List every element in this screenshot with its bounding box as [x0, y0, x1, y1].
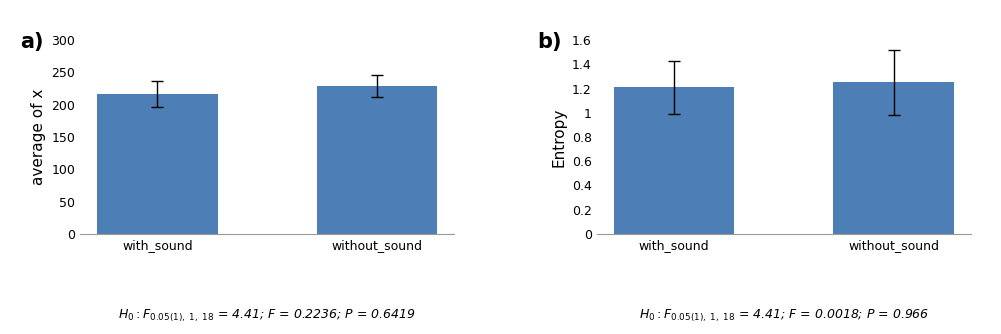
Bar: [97, 94, 218, 234]
Text: $\mathit{H}_0$$\mathit{: F}_{0.05(1),\ 1,\ 18}$ = 4.41; F = 0.0018; $\mathit{P}$: $\mathit{H}_0$$\mathit{: F}_{0.05(1),\ 1…: [639, 308, 929, 324]
Text: $\mathit{H}_0$$\mathit{: F}_{0.05(1),\ 1,\ 18}$ = 4.41; F = 0.2236; $\mathit{P}$: $\mathit{H}_0$$\mathit{: F}_{0.05(1),\ 1…: [118, 308, 416, 324]
Bar: [614, 87, 735, 234]
Text: a): a): [20, 32, 44, 52]
Bar: [833, 82, 954, 234]
Y-axis label: Entropy: Entropy: [552, 107, 567, 167]
Text: b): b): [537, 32, 562, 52]
Bar: [316, 86, 437, 234]
Y-axis label: average of x: average of x: [31, 89, 46, 185]
